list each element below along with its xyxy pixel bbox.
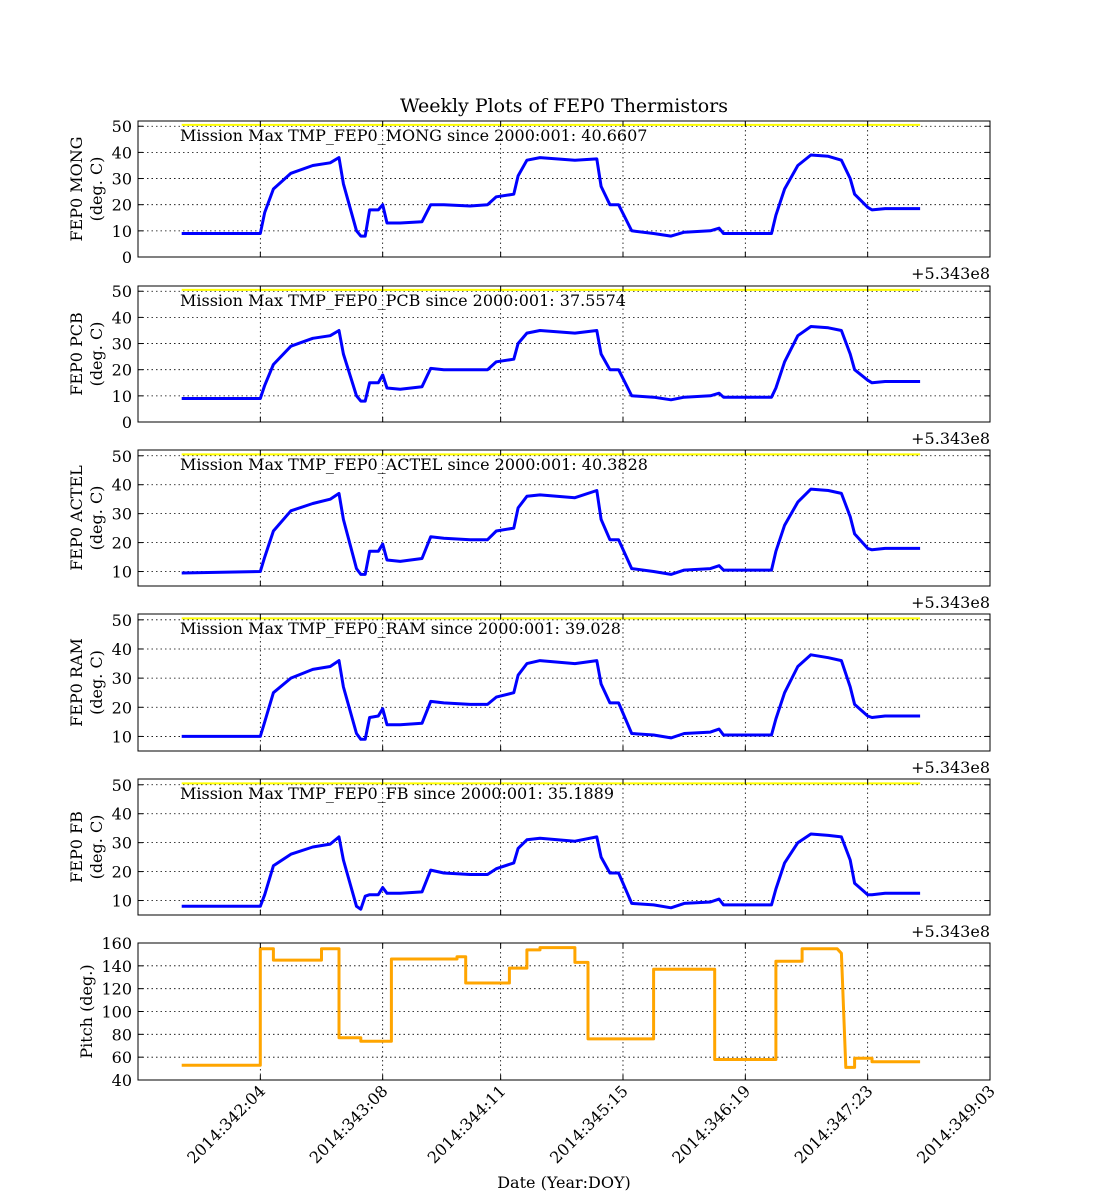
y-axis-label: FEP0 ACTEL(deg. C)	[67, 465, 106, 571]
y-axis-label-line: (deg. C)	[87, 486, 106, 551]
y-tick-label: 30	[112, 669, 132, 688]
y-axis-label-line: (deg. C)	[87, 650, 106, 715]
y-axis-label: FEP0 MONG(deg. C)	[67, 136, 106, 241]
y-tick-label: 120	[101, 980, 132, 999]
y-tick-label: 160	[101, 934, 132, 953]
y-axis-label-line: FEP0 MONG	[67, 136, 86, 241]
axis-offset-label: +5.343e8	[911, 593, 990, 612]
temperature-series-line	[181, 487, 921, 576]
axis-offset-label: +5.343e8	[911, 758, 990, 777]
panel-2: 0 10 20 30 40 50 FEP0 PCB(deg. C) Mission Max T…	[67, 282, 991, 448]
y-axis-label-line: (deg. C)	[87, 157, 106, 222]
mission-max-annotation: Mission Max TMP_FEP0_RAM since 2000:001:…	[180, 619, 621, 638]
y-axis-label: FEP0 PCB(deg. C)	[67, 312, 106, 396]
x-tick-label: 2014:344:11	[424, 1081, 510, 1167]
panel-6: 40 60 80 100 120 140 160 Pitch (deg.)	[77, 934, 991, 1090]
y-tick-label: 0	[122, 248, 132, 267]
y-axis-label-line: FEP0 RAM	[67, 638, 86, 727]
y-tick-label: 30	[112, 170, 132, 189]
x-axis-label: Date (Year:DOY)	[497, 1173, 631, 1192]
temperature-series-line	[181, 153, 921, 238]
panel-frame	[137, 449, 991, 587]
y-tick-label: 10	[112, 727, 132, 746]
y-tick-label: 40	[112, 143, 132, 162]
pitch-series-line	[181, 946, 921, 1069]
y-tick-label: 40	[112, 1071, 132, 1090]
x-tick-label: 2014:345:15	[546, 1081, 632, 1167]
x-tick-label: 2014:346:19	[668, 1081, 754, 1167]
y-tick-label: 60	[112, 1048, 132, 1067]
y-tick-label: 80	[112, 1025, 132, 1044]
x-tick-label: 2014:342:04	[183, 1081, 269, 1167]
y-tick-label: 20	[112, 863, 132, 882]
y-tick-label: 10	[112, 222, 132, 241]
mission-max-annotation: Mission Max TMP_FEP0_FB since 2000:001: …	[180, 784, 614, 803]
y-tick-label: 30	[112, 335, 132, 354]
y-tick-label: 20	[112, 534, 132, 553]
y-axis-label-line: FEP0 ACTEL	[67, 465, 86, 571]
y-axis-label: FEP0 FB(deg. C)	[67, 811, 106, 883]
y-tick-label: 20	[112, 698, 132, 717]
y-tick-label: 40	[112, 805, 132, 824]
chart-title: Weekly Plots of FEP0 Thermistors	[400, 95, 728, 117]
y-tick-label: 50	[112, 447, 132, 466]
y-tick-label: 40	[112, 476, 132, 495]
y-tick-label: 50	[112, 117, 132, 136]
mission-max-annotation: Mission Max TMP_FEP0_MONG since 2000:001…	[180, 126, 647, 145]
temperature-series-line	[181, 325, 921, 403]
axis-offset-label: +5.343e8	[911, 429, 990, 448]
y-tick-label: 140	[101, 957, 132, 976]
mission-max-annotation: Mission Max TMP_FEP0_ACTEL since 2000:00…	[180, 455, 648, 474]
temperature-series-line	[181, 653, 921, 741]
x-axis: 2014:342:04 2014:343:08 2014:344:11 2014:34…	[183, 1081, 999, 1167]
y-axis-label: Pitch (deg.)	[77, 964, 96, 1058]
x-tick-label: 2014:343:08	[306, 1081, 392, 1167]
panel-5: 10 20 30 40 50 FEP0 FB(deg. C) Mission Max TMP…	[67, 776, 991, 941]
y-tick-label: 10	[112, 563, 132, 582]
y-tick-label: 10	[112, 892, 132, 911]
y-axis-label: FEP0 RAM(deg. C)	[67, 638, 106, 727]
y-axis-label-line: Pitch (deg.)	[77, 964, 96, 1058]
y-tick-label: 40	[112, 308, 132, 327]
y-axis-label-line: (deg. C)	[87, 322, 106, 387]
y-tick-label: 40	[112, 640, 132, 659]
axis-offset-label: +5.343e8	[911, 922, 990, 941]
y-tick-label: 0	[122, 413, 132, 432]
panel-frame	[137, 778, 991, 916]
y-tick-label: 50	[112, 282, 132, 301]
panel-frame	[137, 613, 991, 752]
panel-4: 10 20 30 40 50 FEP0 RAM(deg. C) Mission Max TM…	[67, 611, 991, 777]
panel-1: 0 10 20 30 40 50 FEP0 MONG(deg. C) Mission Max …	[67, 117, 991, 283]
y-tick-label: 30	[112, 505, 132, 524]
y-axis-label-line: FEP0 FB	[67, 811, 86, 883]
axis-offset-label: +5.343e8	[911, 264, 990, 283]
y-tick-label: 100	[101, 1003, 132, 1022]
y-axis-label-line: (deg. C)	[87, 815, 106, 880]
mission-max-annotation: Mission Max TMP_FEP0_PCB since 2000:001:…	[180, 291, 626, 310]
y-tick-label: 20	[112, 196, 132, 215]
y-axis-label-line: FEP0 PCB	[67, 312, 86, 396]
panel-frame	[137, 120, 991, 258]
y-tick-label: 10	[112, 387, 132, 406]
temperature-series-line	[181, 832, 921, 911]
x-tick-label: 2014:347:23	[791, 1081, 877, 1167]
y-tick-label: 50	[112, 776, 132, 795]
y-tick-label: 30	[112, 834, 132, 853]
y-tick-label: 20	[112, 361, 132, 380]
panel-3: 10 20 30 40 50 FEP0 ACTEL(deg. C) Mission Max …	[67, 447, 991, 612]
x-tick-label: 2014:349:03	[913, 1081, 999, 1167]
y-tick-label: 50	[112, 611, 132, 630]
panel-frame	[137, 285, 991, 423]
